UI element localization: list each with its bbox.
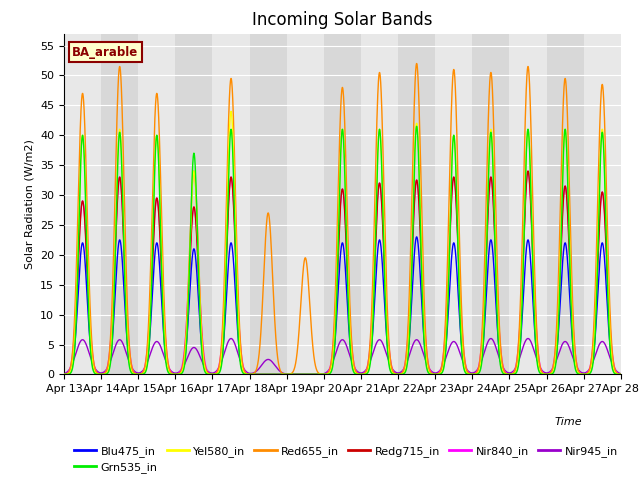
Line: Red655_in: Red655_in: [64, 63, 621, 374]
Yel580_in: [617, 372, 625, 377]
Grn535_in: [269, 372, 276, 377]
Blu475_in: [413, 234, 420, 240]
Bar: [324, 34, 361, 374]
Line: Redg715_in: Redg715_in: [64, 171, 621, 374]
Yel580_in: [179, 365, 187, 371]
Nir945_in: [419, 350, 427, 356]
Redg715_in: [615, 372, 623, 377]
Blu475_in: [269, 372, 276, 377]
Nir840_in: [524, 168, 532, 174]
Bar: [212, 34, 250, 374]
Blu475_in: [283, 372, 291, 377]
Redg715_in: [499, 364, 506, 370]
Grn535_in: [283, 372, 291, 377]
Nir945_in: [617, 371, 625, 377]
Red655_in: [283, 372, 291, 377]
Nir945_in: [499, 363, 506, 369]
Yel580_in: [499, 367, 506, 373]
Line: Yel580_in: Yel580_in: [64, 111, 621, 374]
Line: Grn535_in: Grn535_in: [64, 126, 621, 374]
Nir945_in: [524, 336, 532, 341]
Bar: [472, 34, 509, 374]
Nir840_in: [179, 358, 187, 364]
Red655_in: [60, 372, 68, 377]
Redg715_in: [60, 372, 68, 377]
Nir945_in: [179, 364, 187, 370]
Red655_in: [179, 361, 187, 367]
Blu475_in: [420, 327, 428, 333]
Bar: [509, 34, 547, 374]
Bar: [250, 34, 287, 374]
Red655_in: [420, 272, 428, 278]
Bar: [138, 34, 175, 374]
Bar: [361, 34, 398, 374]
Redg715_in: [173, 372, 181, 377]
Redg715_in: [617, 372, 625, 377]
Bar: [101, 34, 138, 374]
Nir840_in: [269, 372, 276, 377]
Grn535_in: [617, 372, 625, 377]
Blu475_in: [179, 365, 187, 371]
Line: Blu475_in: Blu475_in: [64, 237, 621, 374]
Redg715_in: [269, 372, 276, 377]
Grn535_in: [420, 324, 428, 329]
Nir945_in: [269, 360, 276, 365]
Y-axis label: Solar Radiation (W/m2): Solar Radiation (W/m2): [24, 139, 35, 269]
Nir945_in: [60, 371, 68, 376]
Red655_in: [413, 60, 420, 66]
Redg715_in: [419, 308, 427, 313]
Red655_in: [269, 269, 276, 275]
Bar: [287, 34, 324, 374]
Blu475_in: [499, 367, 506, 372]
Grn535_in: [615, 372, 623, 377]
Yel580_in: [173, 372, 181, 377]
Redg715_in: [283, 372, 291, 377]
Nir840_in: [173, 371, 181, 377]
Red655_in: [499, 361, 506, 367]
Blu475_in: [60, 372, 68, 377]
Title: Incoming Solar Bands: Incoming Solar Bands: [252, 11, 433, 29]
Nir840_in: [499, 360, 506, 366]
Red655_in: [173, 372, 181, 377]
Nir840_in: [60, 372, 68, 377]
Line: Nir945_in: Nir945_in: [64, 338, 621, 374]
Yel580_in: [283, 372, 291, 377]
Redg715_in: [524, 168, 532, 174]
Redg715_in: [179, 363, 187, 369]
Yel580_in: [227, 108, 235, 114]
Bar: [547, 34, 584, 374]
Bar: [64, 34, 101, 374]
Red655_in: [617, 372, 625, 377]
Nir945_in: [173, 370, 181, 376]
Nir840_in: [419, 297, 427, 302]
Red655_in: [615, 371, 623, 377]
Nir840_in: [615, 371, 623, 377]
Nir840_in: [283, 372, 291, 377]
Yel580_in: [269, 372, 276, 377]
Grn535_in: [173, 372, 181, 377]
Nir840_in: [617, 372, 625, 377]
Grn535_in: [60, 372, 68, 377]
Blu475_in: [617, 372, 625, 377]
Legend: Blu475_in, Grn535_in, Yel580_in, Red655_in, Redg715_in, Nir840_in, Nir945_in: Blu475_in, Grn535_in, Yel580_in, Red655_…: [70, 441, 622, 478]
Nir945_in: [615, 370, 623, 376]
Line: Nir840_in: Nir840_in: [64, 171, 621, 374]
Yel580_in: [615, 372, 623, 377]
Text: BA_arable: BA_arable: [72, 46, 139, 59]
Yel580_in: [60, 372, 68, 377]
Bar: [398, 34, 435, 374]
Bar: [584, 34, 621, 374]
Yel580_in: [420, 307, 428, 312]
Grn535_in: [179, 368, 187, 374]
Bar: [175, 34, 212, 374]
Grn535_in: [499, 370, 506, 375]
Grn535_in: [413, 123, 420, 129]
Bar: [435, 34, 472, 374]
Blu475_in: [615, 372, 623, 377]
Nir945_in: [301, 372, 308, 377]
Text: Time: Time: [555, 417, 582, 427]
Blu475_in: [173, 372, 181, 377]
